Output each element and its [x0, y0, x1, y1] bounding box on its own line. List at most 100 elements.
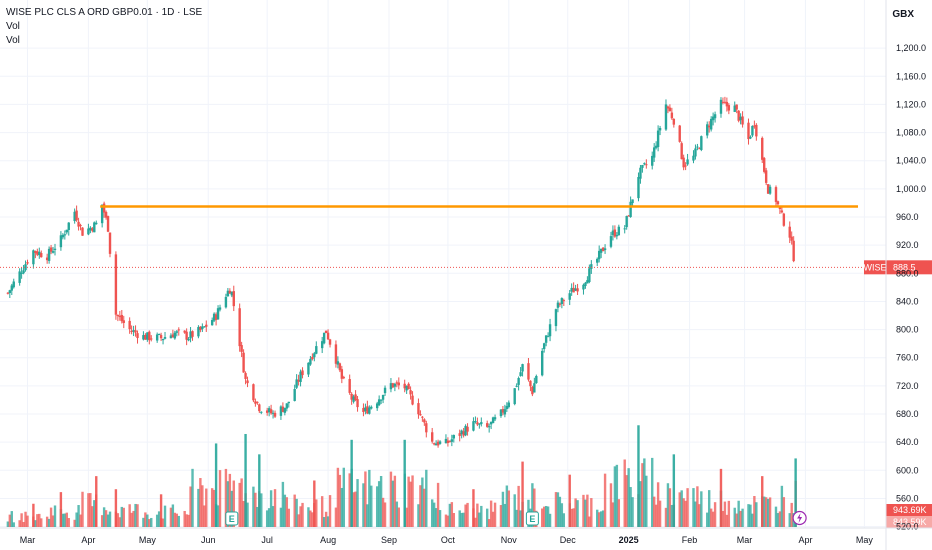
volume-bar	[328, 495, 332, 527]
earnings-marker[interactable]	[225, 511, 239, 526]
candle-body	[764, 170, 768, 183]
volume-bar	[63, 513, 67, 527]
volume-bar	[466, 502, 469, 527]
volume-bar	[269, 490, 273, 527]
volume-bar	[613, 466, 617, 527]
volume-bar	[216, 505, 220, 527]
candle-body	[491, 417, 495, 424]
candle-body	[637, 177, 640, 199]
candle-body	[18, 271, 21, 283]
volume-bar	[114, 489, 118, 527]
candle-body	[106, 216, 110, 232]
volume-bar	[362, 483, 365, 527]
candle-body	[713, 114, 717, 119]
candle-body	[558, 303, 562, 305]
volume-bar	[582, 494, 585, 527]
candle-body	[364, 407, 367, 411]
chart-legend: WISE PLC CLS A ORD GBP0.01 · 1D · LSE Vo…	[6, 6, 202, 48]
candle-body	[87, 228, 90, 235]
volume-bar	[295, 498, 298, 527]
candle-body	[654, 145, 658, 148]
volume-bar	[788, 513, 791, 527]
candle-body	[529, 380, 532, 387]
volume-bar	[436, 482, 440, 527]
candle-body	[301, 370, 304, 376]
volume-bar	[682, 498, 685, 527]
candle-body	[283, 407, 287, 413]
volume-bar	[707, 490, 711, 527]
candle-body	[747, 122, 750, 140]
volume-bar	[368, 469, 371, 527]
candle-body	[336, 361, 340, 365]
candle-body	[38, 251, 41, 256]
earnings-marker-label: E	[529, 514, 535, 524]
volume-bar	[34, 520, 37, 527]
volume-bar	[531, 483, 534, 527]
y-tick-label: 680.0	[896, 409, 919, 419]
candle-body	[362, 407, 365, 413]
x-tick-label: May	[139, 535, 157, 545]
volume-indicator-label-2[interactable]: Vol	[6, 35, 20, 46]
volume-bar	[448, 503, 452, 527]
candle-body	[309, 358, 312, 365]
candle-body	[596, 258, 599, 263]
candle-body	[788, 226, 791, 238]
candle-body	[104, 211, 108, 218]
volume-bar	[26, 515, 29, 527]
candle-body	[733, 105, 736, 112]
candle-body	[535, 375, 538, 384]
volume-bar	[18, 520, 21, 527]
candle-body	[546, 336, 550, 338]
volume-bar	[299, 506, 302, 527]
candle-body	[499, 409, 503, 417]
candle-body	[322, 332, 326, 344]
candle-body	[515, 385, 518, 387]
volume-bar	[686, 488, 689, 527]
candle-body	[768, 186, 772, 194]
earnings-marker[interactable]	[525, 511, 539, 526]
last-price-tag[interactable]	[886, 260, 932, 275]
candle-body	[256, 401, 259, 403]
candle-body	[403, 383, 406, 389]
volume-bar	[588, 516, 591, 527]
volume-bar	[313, 480, 316, 527]
candle-body	[391, 383, 395, 388]
candle-body	[61, 234, 65, 238]
candle-body	[191, 331, 194, 337]
volume-bar	[240, 478, 243, 527]
volume-bar	[379, 476, 383, 527]
candle-body	[287, 401, 290, 404]
candle-body	[342, 377, 345, 379]
candle-body	[611, 230, 615, 236]
candle-body	[32, 250, 35, 265]
volume-bar	[735, 513, 738, 527]
candle-body	[666, 106, 670, 109]
x-tick-label: May	[856, 535, 874, 545]
candle-body	[354, 394, 357, 400]
volume-bar	[723, 501, 727, 527]
ticker-tag[interactable]	[864, 260, 886, 275]
volume-bar	[672, 454, 676, 527]
candle-body	[199, 326, 202, 331]
candle-body	[212, 313, 216, 321]
candle-body	[77, 221, 80, 227]
y-tick-label: 720.0	[896, 381, 919, 391]
volume-bar	[599, 511, 603, 527]
candle-body	[629, 201, 632, 217]
y-tick-label: 520.0	[896, 522, 919, 532]
volume-bar	[12, 522, 15, 527]
volume-bar	[719, 468, 723, 527]
candle-body	[723, 101, 727, 103]
candle-body	[436, 441, 440, 446]
volume-bar	[238, 482, 241, 527]
candle-body	[651, 155, 654, 166]
volume-indicator-label[interactable]: Vol	[6, 21, 20, 32]
candle-body	[118, 316, 122, 318]
candles	[6, 96, 795, 448]
candle-body	[464, 425, 467, 436]
volume-bar	[175, 513, 179, 527]
volume-bar	[100, 515, 104, 527]
volume-bar	[183, 510, 186, 527]
volume-bar	[493, 502, 497, 527]
